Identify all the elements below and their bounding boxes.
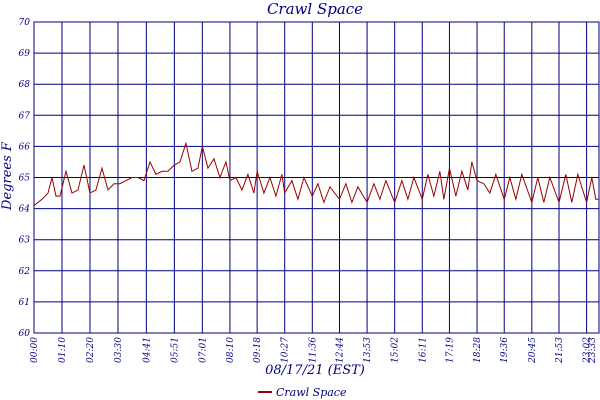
series-lines (33, 141, 599, 206)
x-axis-label: 08/17/21 (EST) (265, 363, 365, 378)
legend-label: Crawl Space (276, 386, 347, 399)
x-tick-label: 19:36 (500, 337, 510, 363)
y-axis-label: Degrees F (0, 141, 15, 211)
x-tick-label: 10:27 (281, 337, 291, 363)
x-tick-label: 15:02 (391, 337, 401, 363)
x-tick-labels: 00:00 01:10 02:20 03:30 04:41 05:51 07:01 08:10… (30, 337, 598, 364)
y-tick-label: 70 (19, 18, 31, 28)
x-tick-label: 21:53 (555, 337, 565, 364)
y-tick-label: 63 (19, 236, 31, 246)
y-tick-label: 67 (19, 111, 31, 121)
x-tick-label: 04:41 (142, 337, 152, 363)
y-tick-label: 60 (19, 329, 31, 339)
x-tick-label: 12:44 (335, 337, 345, 363)
x-tick-label: 07:01 (198, 337, 208, 363)
x-tick-label: 01:10 (58, 337, 68, 363)
y-tick-label: 66 (19, 142, 31, 152)
y-tick-label: 62 (19, 267, 31, 277)
x-tick-label: 18:28 (473, 337, 483, 363)
x-tick-label: 03:30 (114, 337, 124, 363)
chart-title: Crawl Space (267, 0, 363, 18)
y-tick-label: 64 (19, 205, 31, 215)
x-tick-label: 05:51 (170, 337, 180, 363)
y-tick-label: 68 (19, 80, 31, 90)
x-tick-label: 08:10 (226, 337, 236, 363)
x-tick-label: 16:11 (418, 337, 428, 363)
x-tick-label: 09:18 (253, 337, 263, 363)
x-tick-label: 11:36 (308, 337, 318, 363)
y-tick-label: 69 (19, 49, 31, 59)
y-tick-label: 65 (19, 174, 31, 184)
x-tick-label: 00:00 (30, 337, 40, 363)
legend: Crawl Space (258, 386, 347, 399)
x-tick-label: 13:53 (363, 337, 373, 363)
x-tick-label: 17:19 (445, 337, 455, 363)
x-tick-label: 23:33 (588, 337, 598, 364)
series-line (33, 141, 599, 206)
x-tick-label: 20:45 (528, 337, 538, 364)
x-tick-label: 23:02 (583, 337, 593, 364)
y-tick-label: 61 (19, 298, 30, 308)
x-tick-label: 02:20 (86, 337, 96, 363)
grid (33, 21, 600, 334)
y-tick-labels: 60 61 62 63 64 65 66 67 68 69 70 (19, 18, 31, 339)
